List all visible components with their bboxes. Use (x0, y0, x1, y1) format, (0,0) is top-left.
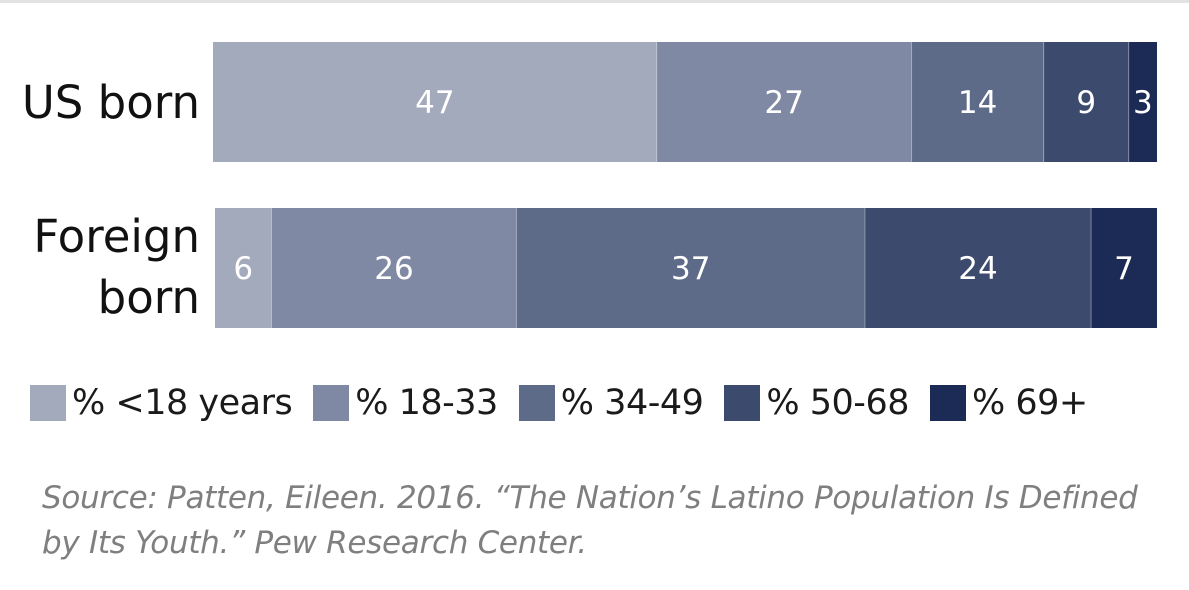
legend: % <18 years % 18-33 % 34-49 % 50-68 % 69+ (30, 378, 1180, 428)
legend-swatch (30, 385, 66, 421)
data-label-row1-series1: 26 (374, 251, 413, 287)
legend-swatch (929, 385, 966, 421)
legend-label: % <18 years (72, 383, 293, 423)
bar-segment-row0-series3 (1043, 42, 1129, 162)
bar-segment-row0-series2 (911, 42, 1044, 162)
legend-item-3: % 50-68 (724, 383, 909, 423)
bar-segment-row1-series2 (516, 208, 865, 328)
data-label-row0-series1: 27 (764, 85, 803, 121)
stacked-bar-chart: US born 47 27 14 9 3 Foreign born 6 26 37 24 7 (22, 42, 1157, 328)
legend-swatch (313, 385, 350, 421)
legend-item-4: % 69+ (929, 383, 1088, 423)
source-line-2: by Its Youth.” Pew Research Center. (42, 525, 587, 561)
legend-item-2: % 34-49 (518, 383, 704, 423)
data-label-row1-series0: 6 (233, 251, 253, 287)
legend-label: % 50-68 (766, 383, 909, 423)
legend-item-1: % 18-33 (313, 383, 498, 423)
data-label-row1-series3: 24 (958, 251, 997, 287)
bar-segment-row1-series4 (1091, 208, 1157, 328)
row-label-0-0: US born (22, 76, 200, 129)
legend-label: % 34-49 (560, 383, 704, 423)
bar-segment-row1-series3 (864, 208, 1092, 328)
source-line-1: Source: Patten, Eileen. 2016. “The Natio… (42, 480, 1138, 516)
bar-segment-row1-series0 (215, 208, 272, 328)
row-label-1-1: born (98, 271, 200, 324)
bar-segment-row0-series4 (1128, 42, 1157, 162)
data-label-row0-series0: 47 (415, 85, 454, 121)
data-label-row1-series4: 7 (1114, 251, 1134, 287)
legend-label: % 69+ (971, 383, 1088, 423)
bar-segment-row1-series1 (271, 208, 517, 328)
legend-swatch (518, 385, 555, 421)
data-label-row1-series2: 37 (671, 251, 710, 287)
bar-segment-row0-series1 (656, 42, 912, 162)
legend-label: % 18-33 (355, 383, 498, 423)
top-rule (0, 0, 1189, 3)
data-label-row0-series3: 9 (1076, 85, 1096, 121)
legend-swatch (724, 385, 761, 421)
legend-item-0: % <18 years (30, 383, 293, 423)
row-label-1-0: Foreign (33, 210, 200, 263)
bar-segment-row0-series0 (213, 42, 657, 162)
source-note: Source: Patten, Eileen. 2016. “The Natio… (42, 476, 1162, 566)
data-label-row0-series2: 14 (958, 85, 997, 121)
data-label-row0-series4: 3 (1133, 85, 1153, 121)
